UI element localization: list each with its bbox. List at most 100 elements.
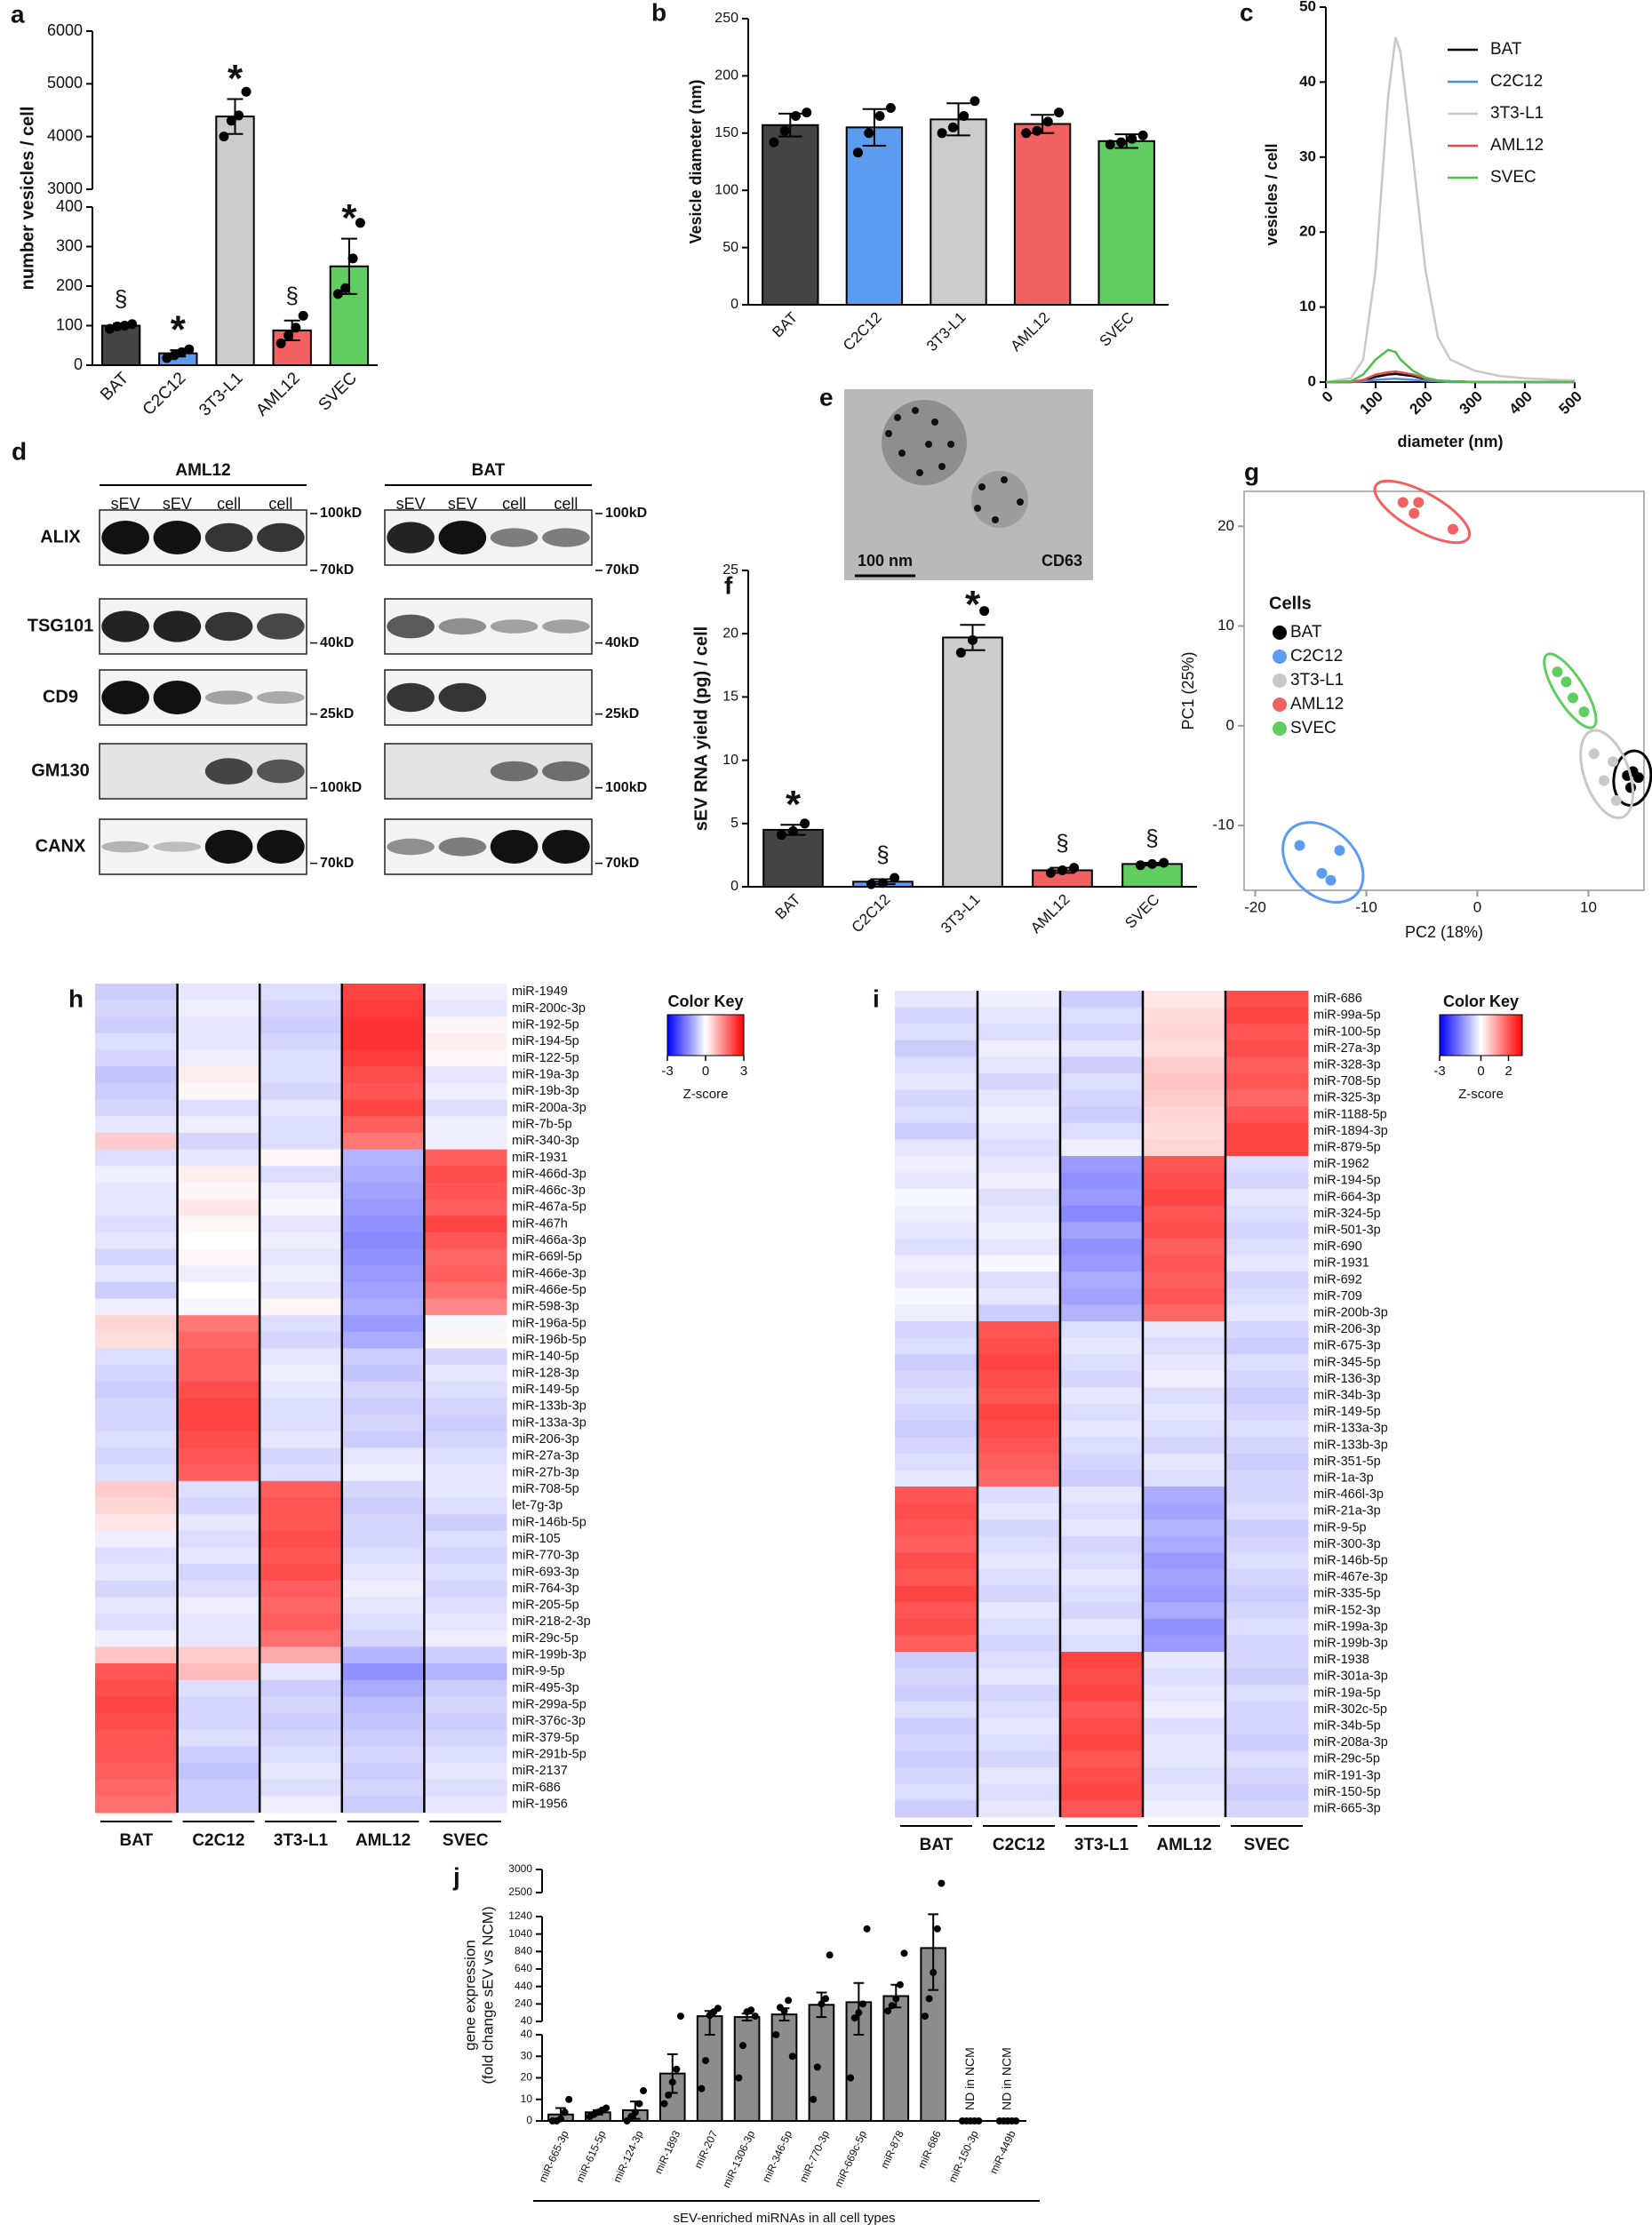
row-label: miR-879-5p xyxy=(1313,1141,1381,1155)
data-point xyxy=(779,125,790,136)
heatmap-cell xyxy=(341,1348,425,1366)
heatmap-cell xyxy=(1143,1750,1226,1768)
heatmap-cell xyxy=(1225,1718,1309,1735)
data-point xyxy=(864,128,874,139)
vesicle xyxy=(882,400,967,485)
heatmap-cell xyxy=(424,1464,507,1482)
gold-particle xyxy=(1001,476,1008,483)
data-point xyxy=(347,253,358,264)
data-point xyxy=(275,339,286,349)
x-tick-label: 0 xyxy=(1319,388,1337,406)
heatmap-cell xyxy=(341,1614,425,1631)
row-label: miR-300-3p xyxy=(1313,1537,1381,1551)
heatmap-cell xyxy=(259,1132,343,1151)
heatmap-cell xyxy=(177,1415,260,1432)
heatmap-cell xyxy=(341,1679,425,1697)
heatmap-cell xyxy=(978,1172,1061,1190)
heatmap-cell xyxy=(1225,1734,1309,1752)
heatmap-cell xyxy=(1225,1304,1309,1322)
heatmap-cell xyxy=(341,1431,425,1448)
row-label: miR-205-5p xyxy=(512,1598,579,1613)
micrograph xyxy=(844,389,1093,580)
heatmap-cell xyxy=(424,1763,507,1781)
heatmap-cell xyxy=(895,1750,978,1768)
heatmap-cell xyxy=(895,1007,978,1024)
heatmap-cell xyxy=(1143,1519,1226,1537)
heatmap-cell xyxy=(341,1729,425,1747)
heatmap-cell xyxy=(1060,1618,1144,1636)
annotation: § xyxy=(1056,830,1068,857)
x-tick-label: miR-669c-5p xyxy=(832,2128,869,2188)
gold-particle xyxy=(925,441,932,448)
heatmap-cell xyxy=(259,984,343,1001)
heatmap-cell xyxy=(177,1547,260,1565)
heatmap-cell xyxy=(978,1040,1061,1057)
row-label: miR-690 xyxy=(1313,1240,1362,1254)
data-point xyxy=(959,110,970,121)
heatmap-cell xyxy=(95,1315,179,1333)
heatmap-cell xyxy=(341,1381,425,1399)
heatmap-cell xyxy=(978,1239,1061,1256)
data-point xyxy=(1069,863,1080,873)
y-tick-label: 10 xyxy=(1299,298,1316,315)
heatmap-cell xyxy=(424,1348,507,1366)
heatmap-cell xyxy=(424,1365,507,1383)
heatmap-cell xyxy=(95,1281,179,1300)
y-tick-label: 200 xyxy=(56,276,83,294)
bar xyxy=(882,1995,910,2123)
blot-band xyxy=(387,838,435,856)
heatmap-cell xyxy=(895,1387,978,1405)
heatmap-cell xyxy=(341,1265,425,1283)
heatmap-cell xyxy=(1143,1767,1226,1785)
heatmap-cell xyxy=(424,1182,507,1200)
blot-band xyxy=(387,614,435,639)
heatmap-cell xyxy=(259,1663,343,1681)
row-label: miR-149-5p xyxy=(512,1383,579,1397)
heatmap-cell xyxy=(895,1503,978,1520)
scatter-point xyxy=(1448,523,1458,535)
annotation: * xyxy=(171,308,187,352)
heatmap-cell xyxy=(341,1216,425,1233)
bar xyxy=(1097,140,1155,306)
error-bar xyxy=(340,237,357,295)
heatmap-cell xyxy=(978,1304,1061,1322)
bar xyxy=(930,118,987,306)
heatmap-cell xyxy=(1060,1470,1144,1487)
heatmap-cell xyxy=(259,1232,343,1250)
heatmap-cell xyxy=(1060,1139,1144,1157)
heatmap-cell xyxy=(1225,1189,1309,1207)
error-bar-line xyxy=(862,108,887,147)
heatmap-cell xyxy=(95,1381,179,1399)
stain-label: CD63 xyxy=(1041,552,1082,570)
data-point xyxy=(241,86,251,97)
heatmap-cell xyxy=(341,1315,425,1333)
heatmap-cell xyxy=(424,1713,507,1731)
heatmap-cell xyxy=(259,1796,343,1814)
blot-band xyxy=(490,619,539,634)
heatmap-cell xyxy=(177,1663,260,1681)
data-point xyxy=(660,2100,668,2108)
heatmap-cell xyxy=(1143,1255,1226,1272)
heatmap-cell xyxy=(177,1646,260,1664)
panel-letter: g xyxy=(1244,458,1259,485)
heatmap-cell xyxy=(341,1016,425,1034)
key-tick-label: -3 xyxy=(1433,1064,1445,1079)
heatmap-cell xyxy=(95,1049,179,1067)
heatmap-cell xyxy=(895,1701,978,1718)
heatmap-cell xyxy=(895,1205,978,1223)
bar xyxy=(942,636,1003,888)
x-tick-label: miR-770-3p xyxy=(797,2128,832,2184)
legend-label: SVEC xyxy=(1490,168,1536,187)
size-marker: 100kD xyxy=(605,780,647,795)
heatmap-cell xyxy=(341,1149,425,1167)
heatmap-cell xyxy=(177,1116,260,1134)
size-marker: 100kD xyxy=(320,780,362,795)
plot-frame xyxy=(1243,490,1645,891)
heatmap-cell xyxy=(1143,1618,1226,1636)
heatmap-cell xyxy=(259,1480,343,1498)
heatmap-cell xyxy=(978,1106,1061,1124)
heatmap-cell xyxy=(341,1663,425,1681)
heatmap-cell xyxy=(424,1315,507,1333)
heatmap-cell xyxy=(177,1796,260,1814)
column-label: 3T3-L1 xyxy=(1074,1836,1129,1854)
